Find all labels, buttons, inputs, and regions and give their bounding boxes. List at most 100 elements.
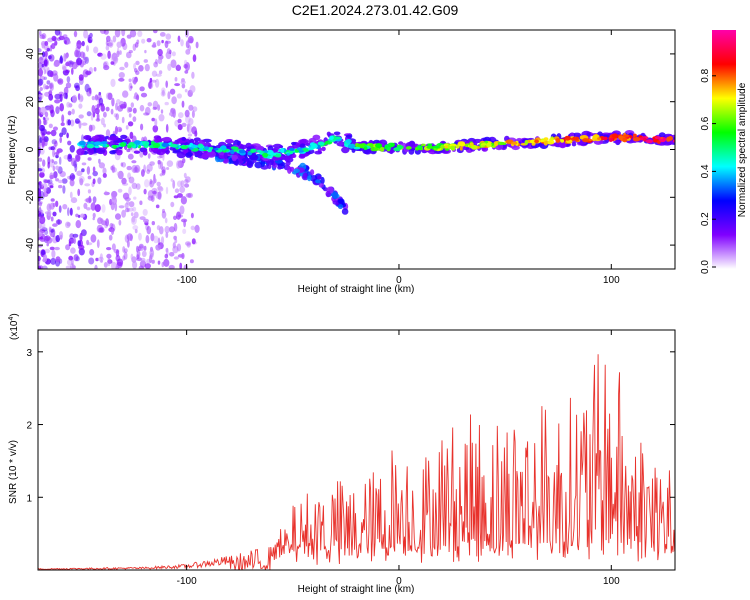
noise-blob — [139, 86, 145, 92]
band-core-blob — [270, 152, 277, 156]
noise-blob — [184, 109, 190, 118]
band-halo-blob — [662, 141, 672, 146]
noise-blob — [51, 159, 54, 164]
noise-blob — [51, 43, 56, 50]
noise-blob — [108, 234, 113, 241]
noise-blob — [126, 239, 130, 248]
noise-blob — [121, 209, 126, 218]
noise-blob — [116, 171, 120, 176]
noise-blob — [128, 113, 132, 118]
noise-blob — [39, 30, 42, 36]
noise-blob — [166, 48, 171, 55]
noise-blob — [101, 105, 106, 112]
noise-blob — [55, 151, 60, 155]
x-tick-label: 100 — [603, 275, 620, 286]
noise-blob — [143, 245, 147, 251]
branch-blob — [246, 160, 254, 169]
noise-blob — [184, 183, 190, 188]
band-halo-blob — [613, 140, 622, 144]
noise-blob — [72, 233, 79, 238]
noise-blob — [47, 210, 52, 217]
noise-blob — [172, 242, 176, 249]
noise-blob — [190, 212, 194, 219]
band-core-blob — [668, 136, 673, 141]
noise-blob — [168, 226, 175, 233]
noise-blob — [54, 99, 61, 104]
noise-blob — [98, 162, 105, 169]
noise-blob — [183, 64, 188, 69]
band-halo-blob — [96, 147, 106, 155]
noise-blob — [98, 227, 104, 233]
noise-blob — [120, 103, 127, 109]
band-core-blob — [329, 135, 334, 140]
noise-blob — [122, 255, 126, 261]
noise-blob — [152, 178, 156, 185]
noise-blob — [130, 102, 134, 108]
band-core-blob — [102, 143, 106, 148]
noise-blob — [140, 92, 148, 98]
noise-blob — [41, 227, 48, 232]
noise-blob — [176, 211, 181, 220]
noise-blob — [43, 83, 47, 90]
noise-blob — [167, 63, 172, 71]
noise-blob — [105, 106, 110, 112]
noise-blob — [126, 51, 132, 59]
noise-blob — [90, 202, 96, 211]
noise-blob — [174, 77, 178, 82]
noise-blob — [173, 195, 179, 199]
noise-blob — [181, 122, 187, 127]
noise-blob — [75, 154, 81, 162]
band-halo-blob — [511, 145, 520, 151]
chart-title: C2E1.2024.273.01.42.G09 — [291, 2, 459, 18]
noise-blob — [189, 37, 194, 44]
noise-blob — [145, 235, 150, 244]
noise-blob — [151, 259, 155, 264]
noise-blob — [117, 170, 124, 180]
noise-blob — [64, 40, 67, 45]
noise-blob — [111, 228, 114, 235]
colorbar-tick-label: 0.0 — [700, 260, 711, 274]
noise-blob — [165, 33, 172, 40]
noise-blob — [147, 153, 151, 159]
noise-blob — [98, 91, 102, 96]
band-halo-blob — [223, 152, 228, 160]
noise-blob — [139, 200, 143, 206]
noise-blob — [138, 243, 144, 249]
noise-blob — [147, 190, 154, 199]
noise-blob — [39, 92, 44, 100]
noise-blob — [69, 191, 73, 199]
band-core-blob — [347, 143, 356, 149]
noise-blob — [81, 162, 87, 166]
noise-blob — [160, 161, 163, 170]
noise-blob — [153, 61, 159, 68]
noise-blob — [174, 188, 180, 193]
branch-blob — [277, 165, 283, 170]
noise-blob — [118, 205, 125, 209]
noise-blob — [75, 85, 80, 92]
band-halo-blob — [193, 137, 201, 142]
band-halo-blob — [83, 135, 92, 140]
noise-blob — [84, 198, 91, 202]
noise-blob — [55, 154, 59, 159]
noise-blob — [86, 239, 90, 246]
noise-blob — [54, 140, 58, 147]
noise-blob — [133, 78, 137, 85]
noise-blob — [63, 92, 68, 99]
noise-blob — [123, 251, 128, 260]
band-core-blob — [457, 141, 466, 147]
noise-blob — [168, 112, 173, 116]
band-halo-blob — [176, 151, 186, 159]
noise-blob — [54, 246, 60, 251]
band-core-blob — [161, 142, 170, 148]
y-tick-label: 40 — [25, 48, 36, 60]
noise-blob — [144, 263, 151, 269]
noise-blob — [73, 237, 76, 244]
noise-blob — [69, 61, 75, 65]
band-halo-blob — [181, 136, 186, 141]
noise-blob — [55, 106, 60, 115]
band-core-blob — [289, 147, 295, 151]
band-core-blob — [397, 145, 404, 149]
noise-blob — [180, 80, 186, 85]
noise-blob — [167, 91, 171, 100]
noise-blob — [113, 113, 118, 118]
